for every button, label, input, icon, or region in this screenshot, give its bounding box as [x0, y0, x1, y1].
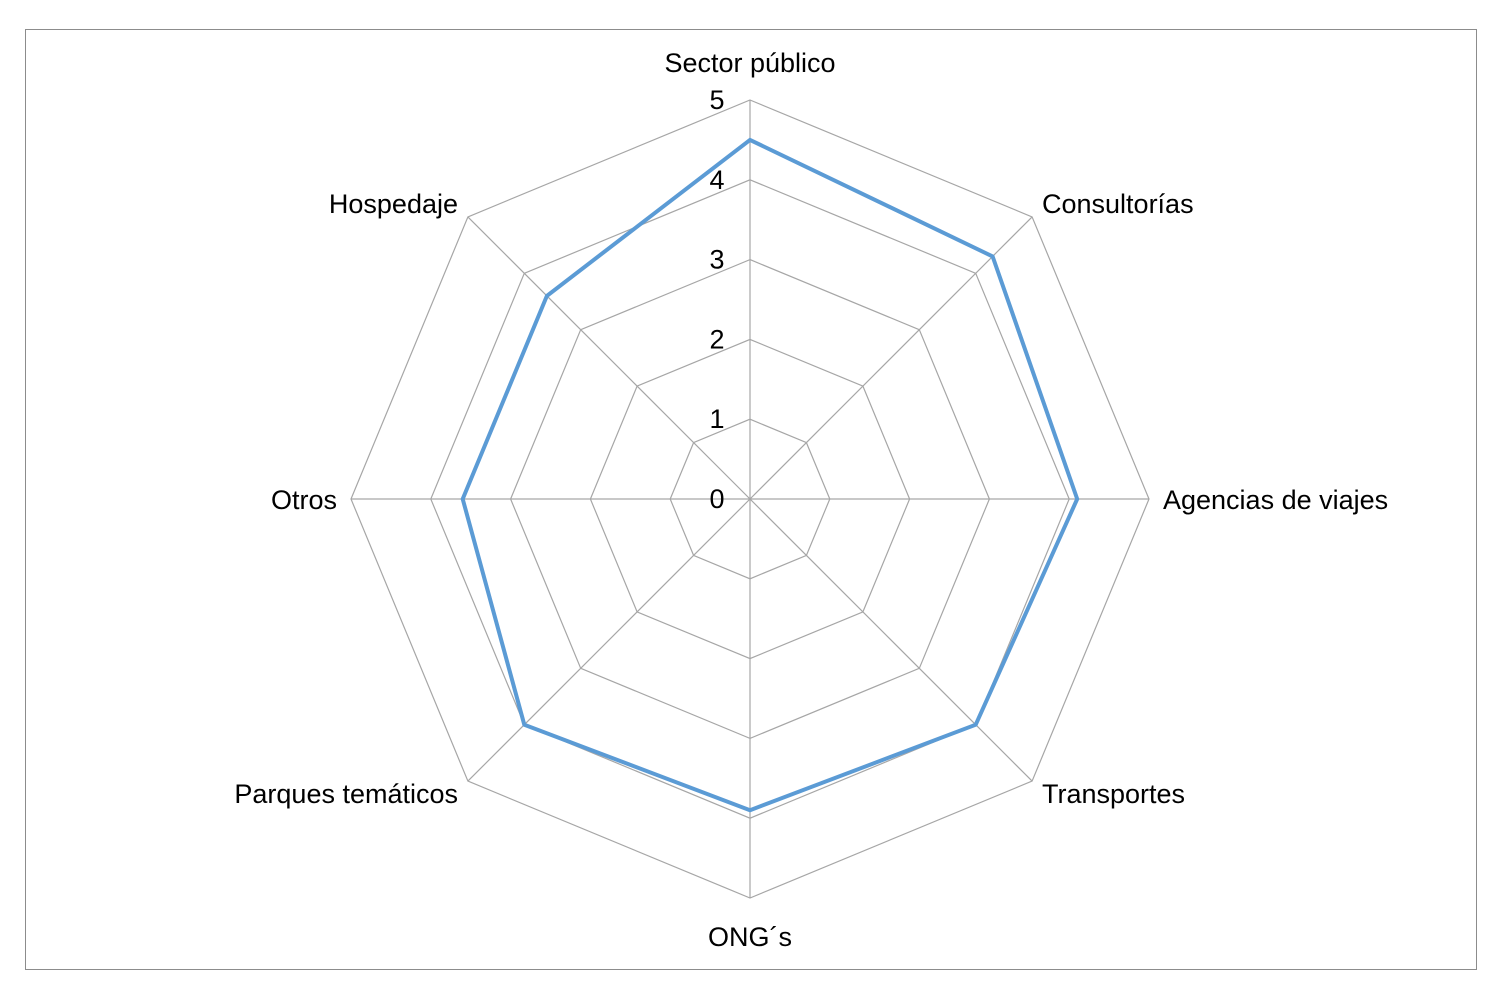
spoke-1 [749, 216, 1033, 500]
category-label-7: Hospedaje [329, 189, 458, 219]
tick-label-5: 5 [709, 85, 724, 115]
radar-spokes [351, 100, 1149, 898]
spoke-7 [467, 216, 751, 500]
tick-label-0: 0 [709, 484, 724, 514]
category-label-5: Parques temáticos [234, 779, 458, 809]
category-label-6: Otros [271, 485, 337, 515]
category-label-0: Sector público [664, 48, 835, 78]
category-labels: Sector público Consultorías Agencias de vi… [234, 48, 1388, 952]
category-label-3: Transportes [1042, 779, 1185, 809]
tick-label-1: 1 [709, 404, 724, 434]
category-label-4: ONG´s [708, 922, 792, 952]
tick-label-2: 2 [709, 324, 724, 354]
spoke-3 [749, 498, 1033, 782]
tick-label-3: 3 [709, 245, 724, 275]
radar-series [460, 137, 1080, 813]
radial-tick-labels: 0 1 2 3 4 5 [709, 85, 724, 514]
spoke-5 [467, 498, 751, 782]
tick-label-4: 4 [709, 165, 724, 195]
category-label-2: Agencias de viajes [1163, 485, 1388, 515]
series-line-0 [460, 137, 1080, 813]
category-label-1: Consultorías [1042, 189, 1194, 219]
